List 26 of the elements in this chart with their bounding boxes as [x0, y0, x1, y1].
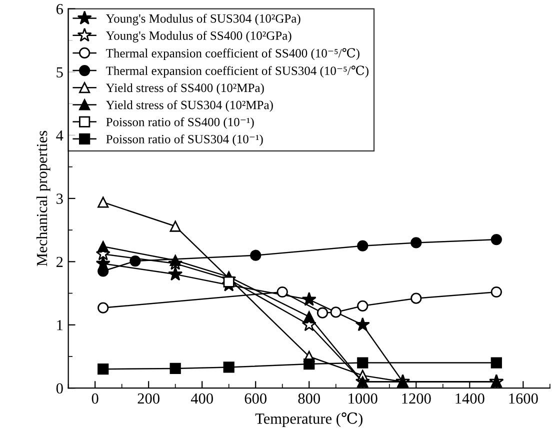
y-tick-label: 0 [56, 383, 63, 394]
y-axis-title: Mechanical properties [36, 130, 50, 266]
x-tick-label: 1600 [509, 393, 538, 404]
x-tick-label: 1200 [402, 393, 431, 404]
legend-label: Poisson ratio of SUS304 (10⁻¹) [106, 134, 263, 146]
legend-label: Thermal expansion coefficient of SUS304 (10⁻⁵/℃) [106, 66, 368, 78]
y-tick-label: 3 [56, 194, 63, 204]
x-tick-label: 1400 [456, 393, 484, 404]
x-tick-label: 600 [244, 393, 266, 404]
legend-label: Poisson ratio of SS400 (10⁻¹) [106, 117, 254, 129]
x-tick-label: 800 [298, 393, 320, 404]
legend-label: Thermal expansion coefficient of SS400 (10⁻⁵/℃) [106, 48, 360, 60]
y-tick-label: 5 [56, 67, 63, 78]
x-tick-label: 1000 [348, 393, 378, 404]
y-tick-label: 2 [56, 256, 63, 267]
legend-label: Yield stress of SUS304 (10²MPa) [106, 100, 273, 112]
legend-label: Yield stress of SS400 (10²MPa) [106, 83, 264, 95]
legend-label: Young's Modulus of SUS304 (10²GPa) [106, 14, 300, 26]
legend-label: Young's Modulus of SS400 (10²GPa) [106, 30, 292, 42]
x-tick-label: 200 [138, 393, 160, 404]
y-tick-label: 1 [57, 320, 63, 330]
x-axis-title: Temperature (℃) [255, 412, 362, 427]
x-tick-label: 0 [92, 393, 98, 404]
y-tick-label: 6 [56, 4, 64, 14]
x-tick-label: 400 [190, 393, 213, 404]
y-tick-label: 4 [56, 130, 64, 141]
